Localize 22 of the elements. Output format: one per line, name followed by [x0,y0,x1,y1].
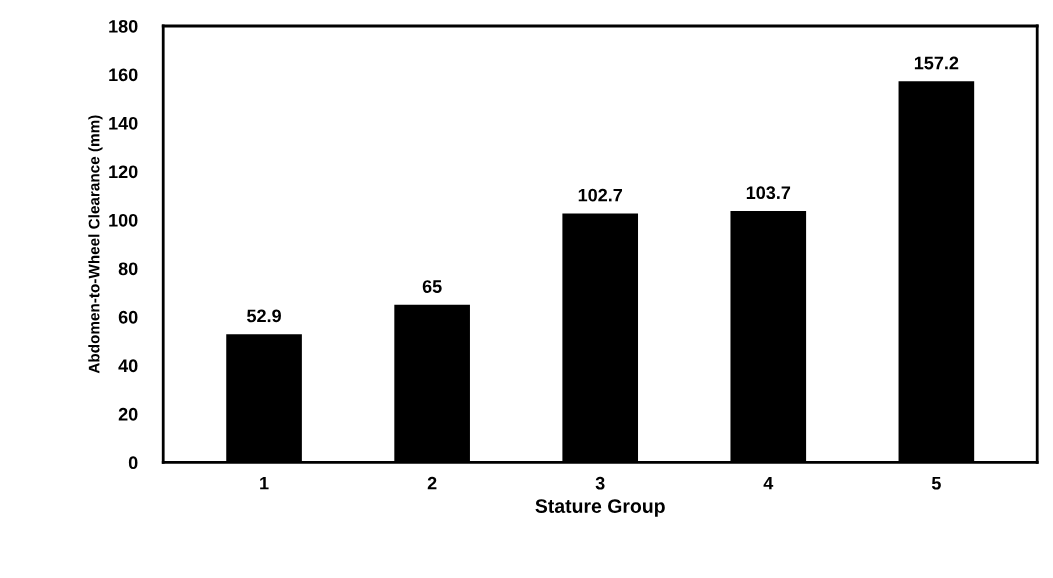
y-tick-label: 140 [109,116,138,130]
y-tick-label: 60 [118,310,138,324]
data-label: 65 [422,280,442,293]
x-tick-label: 1 [260,476,269,490]
data-label: 52.9 [247,309,281,323]
y-tick-label: 40 [118,359,138,373]
y-tick-label: 180 [109,19,138,33]
data-label: 103.7 [746,186,791,200]
x-tick-label: 5 [931,476,941,490]
data-label: 102.7 [578,188,623,202]
y-tick-label: 120 [109,165,138,179]
y-tick-label: 20 [118,407,138,421]
data-label: 157.2 [914,56,959,70]
y-tick-label: 100 [109,213,138,227]
y-axis-title: Abdomen-to-Wheel Clearance (mm) [88,115,103,374]
y-tick-label: 160 [109,68,138,82]
x-tick-label: 2 [427,476,437,490]
y-tick-label: 0 [128,456,138,470]
x-tick-label: 4 [763,476,774,490]
x-axis-title: Stature Group [535,499,665,517]
x-tick-label: 3 [595,476,605,490]
y-tick-label: 80 [118,262,138,276]
